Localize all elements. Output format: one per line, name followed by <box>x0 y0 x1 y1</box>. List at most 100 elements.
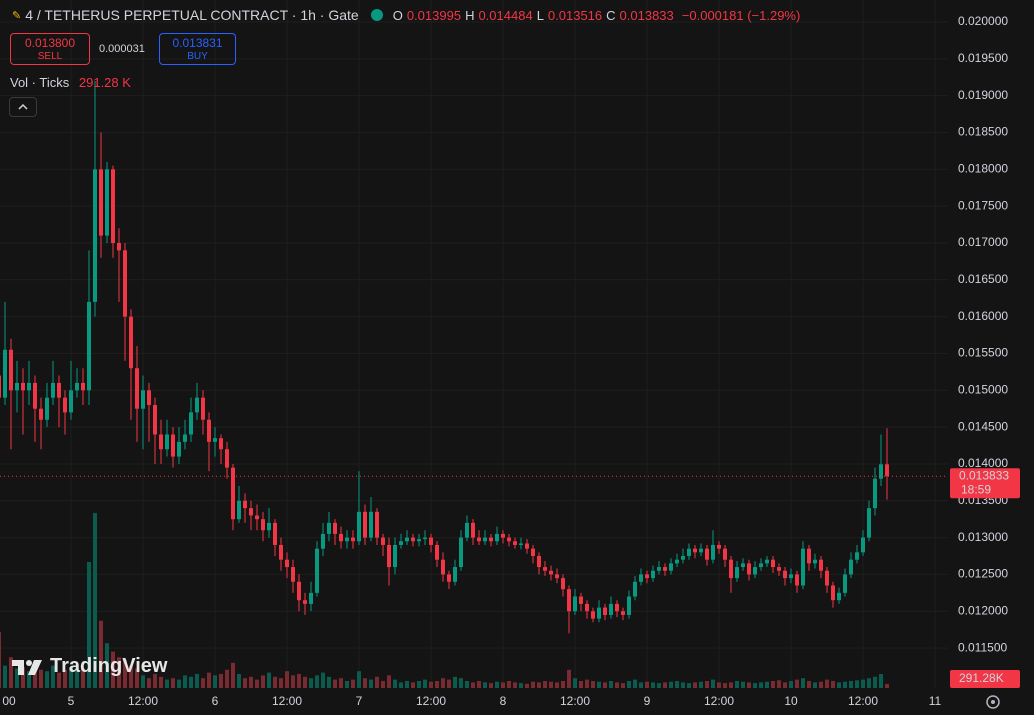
volume-bar <box>435 681 439 688</box>
volume-bar <box>765 681 769 688</box>
sell-button[interactable]: 0.013800 SELL <box>10 33 90 65</box>
volume-bar <box>567 669 571 688</box>
volume-bar <box>111 651 115 688</box>
y-tick-label: 0.012000 <box>958 603 1008 617</box>
x-tick-label: 9 <box>644 694 651 708</box>
candle-body <box>531 548 535 557</box>
volume-bar <box>771 681 775 688</box>
candle-body <box>693 548 697 553</box>
volume-bar <box>27 671 31 688</box>
y-tick-label: 0.015500 <box>958 346 1008 360</box>
candle-body <box>681 556 685 560</box>
volume-bar <box>357 671 361 688</box>
volume-bar <box>75 671 79 688</box>
volume-bar <box>147 678 151 688</box>
candle-body <box>849 559 853 575</box>
volume-bar <box>477 681 481 688</box>
candle-body <box>87 301 91 391</box>
buy-button[interactable]: 0.013831 BUY <box>159 33 236 65</box>
countdown-label: 18:59 <box>961 482 991 496</box>
volume-bar <box>303 676 307 688</box>
candle-body <box>549 570 553 575</box>
y-tick-label: 0.020000 <box>958 14 1008 28</box>
volume-bar <box>207 672 211 688</box>
ohlc-label: L <box>536 7 544 23</box>
candle-body <box>453 567 457 582</box>
candle-body <box>243 500 247 509</box>
volume-bar <box>597 681 601 688</box>
candle-body <box>183 434 187 442</box>
candle-body <box>81 382 85 391</box>
candle-body <box>837 592 841 601</box>
candle-body <box>267 522 271 531</box>
candle-body <box>855 552 859 560</box>
candle-body <box>141 390 145 409</box>
logo-part <box>26 659 32 666</box>
candle-body <box>39 408 43 420</box>
volume-legend: Vol · Ticks 291.28 K <box>10 75 131 90</box>
volume-bar <box>279 678 283 688</box>
volume-bar <box>843 681 847 688</box>
candle-body <box>213 438 217 442</box>
x-tick-label: 00 <box>2 694 16 708</box>
ohlc-label: C <box>606 7 616 23</box>
x-tick-label: 7 <box>356 694 363 708</box>
candle-body <box>807 548 811 564</box>
volume-bar <box>699 681 703 688</box>
candle-body <box>555 574 559 579</box>
volume-bar <box>801 678 805 688</box>
volume-bar <box>63 669 67 688</box>
candle-body <box>801 548 805 586</box>
candle-body <box>165 434 169 450</box>
volume-bar <box>873 676 877 688</box>
x-tick-label: 12:00 <box>272 694 302 708</box>
volume-bar <box>717 682 721 688</box>
y-tick-label: 0.017000 <box>958 235 1008 249</box>
volume-bar <box>351 679 355 688</box>
symbol-icon: ✎ <box>12 9 22 22</box>
candle-body <box>795 574 799 586</box>
volume-bar <box>453 676 457 688</box>
volume-bar <box>555 682 559 688</box>
candle-body <box>147 390 151 406</box>
volume-bar <box>0 632 1 688</box>
ohlc-value: 0.013995 <box>406 7 462 23</box>
candle-body <box>717 544 721 549</box>
candle-body <box>15 382 19 391</box>
candle-body <box>309 592 313 604</box>
volume-bar <box>513 682 517 688</box>
candle-body <box>867 508 871 538</box>
candle-body <box>69 390 73 413</box>
volume-bar <box>639 682 643 688</box>
plot-area <box>0 80 948 688</box>
buy-price: 0.013831 <box>172 36 223 50</box>
y-tick-label: 0.019500 <box>958 51 1008 65</box>
candle-body <box>351 537 355 542</box>
candle-body <box>0 375 1 398</box>
volume-bar <box>285 671 289 688</box>
volume-bar <box>879 674 883 688</box>
candle-body <box>21 382 25 391</box>
volume-bar <box>159 676 163 688</box>
candle-body <box>525 543 529 549</box>
volume-bar <box>231 662 235 688</box>
collapse-button[interactable] <box>9 97 37 117</box>
volume-bar <box>627 681 631 688</box>
change: −0.000181 (−1.29%) <box>681 7 801 23</box>
volume-bar <box>411 682 415 688</box>
candle-body <box>207 419 211 442</box>
volume-bar <box>387 675 391 688</box>
volume-bar <box>669 681 673 688</box>
candle-body <box>201 397 205 420</box>
candle-body <box>93 169 97 302</box>
candle-body <box>579 596 583 604</box>
candle-body <box>687 548 691 557</box>
candle-body <box>813 559 817 564</box>
volume-bar <box>153 674 157 688</box>
branding-logo <box>12 659 42 675</box>
candle-body <box>327 522 331 534</box>
volume-legend-value: 291.28 K <box>78 75 131 90</box>
candle-body <box>189 412 193 435</box>
y-tick-label: 0.015000 <box>958 382 1008 396</box>
